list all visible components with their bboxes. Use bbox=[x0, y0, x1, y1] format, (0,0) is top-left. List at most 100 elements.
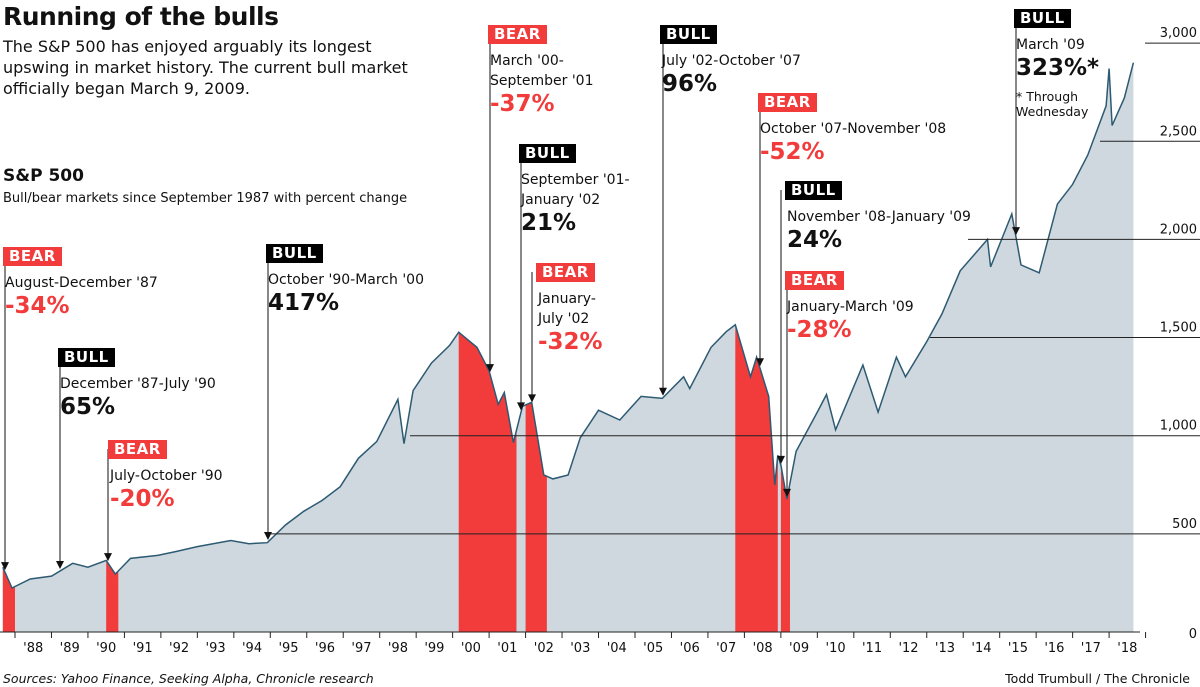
x-tick-label: '08 bbox=[753, 641, 773, 656]
annotation-bear: BEAR January-March '09 -28% bbox=[785, 270, 914, 343]
period-label: July-October '90 bbox=[110, 466, 223, 486]
period-label: March '00- September '01 bbox=[490, 51, 594, 91]
bear-tag: BEAR bbox=[785, 271, 844, 290]
annotation-bull: BULL November '08-January '09 24% bbox=[785, 180, 971, 253]
x-tick-label: '10 bbox=[826, 641, 846, 656]
page-title: Running of the bulls bbox=[3, 2, 279, 31]
period-line: March '00- bbox=[490, 53, 564, 69]
x-tick-label: '89 bbox=[60, 641, 80, 656]
bear-band bbox=[525, 402, 547, 632]
bear-band bbox=[458, 332, 517, 632]
annotation-bull: BULL March '09 323%* * Through Wednesday bbox=[1014, 8, 1099, 119]
x-tick-label: '05 bbox=[643, 641, 663, 656]
period-label: October '07-November '08 bbox=[760, 119, 946, 139]
bear-tag: BEAR bbox=[758, 93, 817, 112]
x-tick-label: '91 bbox=[133, 641, 153, 656]
x-tick-label: '07 bbox=[716, 641, 736, 656]
percent-change: 21% bbox=[521, 210, 577, 236]
period-line: September '01- bbox=[521, 172, 630, 188]
x-tick-label: '18 bbox=[1117, 641, 1137, 656]
sources: Sources: Yahoo Finance, Seeking Alpha, C… bbox=[3, 671, 374, 686]
period-label: September '01- January '02 bbox=[521, 170, 630, 210]
annotation-bull: BULL July '02-October '07 96% bbox=[660, 24, 801, 97]
period-line: March '09 bbox=[1016, 37, 1085, 53]
x-tick-label: '90 bbox=[96, 641, 116, 656]
period-label: January- July '02 bbox=[538, 289, 603, 329]
footnote-line: * Through bbox=[1016, 89, 1079, 104]
x-tick-label: '95 bbox=[278, 641, 298, 656]
bear-band bbox=[106, 560, 119, 632]
x-tick-label: '03 bbox=[570, 641, 590, 656]
x-tick-label: '09 bbox=[789, 641, 809, 656]
arrow-head-icon bbox=[1012, 227, 1020, 236]
x-tick-label: '17 bbox=[1081, 641, 1101, 656]
arrow-head-icon bbox=[756, 358, 764, 367]
period-line: August-December '87 bbox=[5, 275, 158, 291]
period-line: July '02 bbox=[538, 311, 590, 327]
percent-change: -32% bbox=[538, 329, 603, 355]
x-tick-label: '06 bbox=[680, 641, 700, 656]
y-tick-label: 2,500 bbox=[1160, 124, 1197, 139]
arrow-head-icon bbox=[659, 387, 667, 396]
y-tick-label: 1,500 bbox=[1160, 321, 1197, 336]
footnote: * Through Wednesday bbox=[1016, 89, 1099, 119]
bull-tag: BULL bbox=[1014, 9, 1071, 28]
chart-description: Bull/bear markets since September 1987 w… bbox=[3, 191, 408, 206]
bull-tag: BULL bbox=[266, 244, 323, 263]
annotation-bear: BEAR October '07-November '08 -52% bbox=[758, 92, 946, 165]
period-label: August-December '87 bbox=[5, 273, 158, 293]
period-line: December '87-July '90 bbox=[60, 376, 216, 392]
period-line: July-October '90 bbox=[110, 468, 223, 484]
arrow-head-icon bbox=[783, 488, 791, 497]
bear-tag: BEAR bbox=[536, 263, 595, 282]
period-label: October '90-March '00 bbox=[268, 270, 424, 290]
percent-change: -37% bbox=[490, 91, 555, 117]
x-tick-label: '04 bbox=[607, 641, 627, 656]
period-label: November '08-January '09 bbox=[787, 207, 971, 227]
x-tick-label: '15 bbox=[1008, 641, 1028, 656]
x-tick-label: '14 bbox=[971, 641, 991, 656]
arrow-head-icon bbox=[56, 560, 64, 569]
annotation-bear: BEAR July-October '90 -20% bbox=[108, 439, 223, 512]
y-tick-label: 0 bbox=[1189, 627, 1197, 642]
bear-band bbox=[735, 324, 778, 632]
x-tick-label: '13 bbox=[935, 641, 955, 656]
y-tick-label: 500 bbox=[1172, 517, 1197, 532]
arrow-head-icon bbox=[264, 531, 272, 540]
intro-text: The S&P 500 has enjoyed arguably its lon… bbox=[3, 37, 408, 98]
bear-tag: BEAR bbox=[3, 247, 62, 266]
percent-change: 65% bbox=[60, 394, 116, 420]
x-tick-label: '02 bbox=[534, 641, 554, 656]
percent-change: -28% bbox=[787, 317, 852, 343]
annotation-bear: BEAR March '00- September '01 -37% bbox=[488, 24, 594, 117]
x-tick-label: '01 bbox=[497, 641, 517, 656]
period-line: January- bbox=[538, 291, 596, 307]
x-tick-label: '94 bbox=[242, 641, 262, 656]
percent-change: 323%* bbox=[1016, 55, 1100, 81]
x-tick-label: '88 bbox=[23, 641, 43, 656]
annotation-bear: BEAR August-December '87 -34% bbox=[3, 246, 158, 319]
annotation-bull: BULL October '90-March '00 417% bbox=[266, 243, 424, 316]
period-label: July '02-October '07 bbox=[662, 51, 801, 71]
y-tick-label: 1,000 bbox=[1160, 419, 1197, 434]
annotation-bull: BULL September '01- January '02 21% bbox=[519, 143, 630, 236]
x-tick-label: '92 bbox=[169, 641, 189, 656]
bear-band bbox=[780, 465, 790, 632]
y-tick-label: 3,000 bbox=[1160, 26, 1197, 41]
annotation-bull: BULL December '87-July '90 65% bbox=[58, 347, 216, 420]
period-line: September '01 bbox=[490, 73, 594, 89]
x-tick-label: '12 bbox=[898, 641, 918, 656]
period-line: July '02-October '07 bbox=[662, 53, 801, 69]
x-tick-label: '93 bbox=[206, 641, 226, 656]
arrow-head-icon bbox=[528, 394, 536, 403]
bear-band bbox=[2, 567, 15, 632]
arrow-head-icon bbox=[104, 553, 112, 562]
bear-tag: BEAR bbox=[108, 440, 167, 459]
percent-change: -20% bbox=[110, 486, 175, 512]
x-tick-label: '16 bbox=[1044, 641, 1064, 656]
arrow-head-icon bbox=[517, 402, 525, 411]
period-label: January-March '09 bbox=[787, 297, 914, 317]
period-line: October '07-November '08 bbox=[760, 121, 947, 137]
chart-title: S&P 500 bbox=[3, 166, 84, 186]
